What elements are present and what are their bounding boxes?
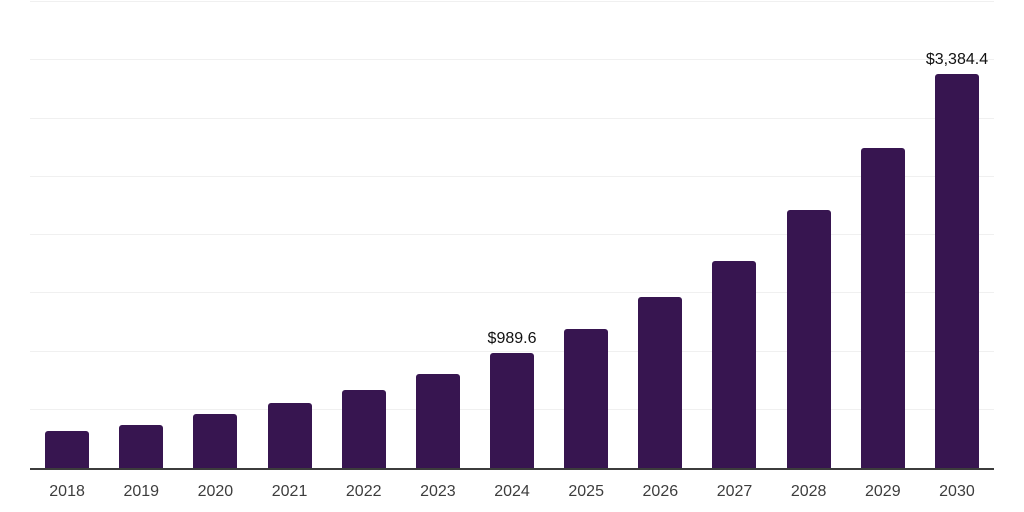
bar-2029 xyxy=(860,148,905,468)
bar-slot xyxy=(772,2,846,468)
bar-2028 xyxy=(786,210,831,468)
x-tick-label: 2024 xyxy=(494,483,530,500)
bar-2030 xyxy=(934,73,979,468)
x-tick-label: 2029 xyxy=(865,483,901,500)
bar-slot xyxy=(252,2,326,468)
bar-slot xyxy=(104,2,178,468)
gridline xyxy=(30,1,994,2)
gridline xyxy=(30,117,994,119)
bar-value-label: $3,384.4 xyxy=(925,50,989,68)
bar-2027 xyxy=(712,260,757,468)
bar-2020 xyxy=(193,414,238,468)
bar-2018 xyxy=(45,431,90,468)
bar-slot xyxy=(697,2,771,468)
bar-slot xyxy=(401,2,475,468)
bar-slot xyxy=(549,2,623,468)
gridline xyxy=(30,292,994,294)
x-tick-label: 2027 xyxy=(716,483,753,500)
x-tick-label: 2028 xyxy=(790,483,827,500)
bars-row: $989.6 $3,384.4 xyxy=(30,2,994,468)
bar-value-label: $989.6 xyxy=(487,329,537,347)
gridline xyxy=(30,350,994,352)
bar-2026 xyxy=(638,297,683,468)
bar-2024 xyxy=(490,352,535,468)
bar-slot xyxy=(30,2,104,468)
bar-2025 xyxy=(564,328,609,468)
gridline xyxy=(30,175,994,177)
gridline xyxy=(30,59,994,61)
x-axis: 2018 2019 2020 2021 2022 2023 2024 2025 2026 2027… xyxy=(30,483,994,501)
bar-slot: $989.6 xyxy=(475,2,549,468)
bar-2021 xyxy=(267,402,312,468)
gridline xyxy=(30,234,994,235)
bar-slot xyxy=(178,2,252,468)
bar-slot xyxy=(846,2,920,468)
x-tick-label: 2025 xyxy=(568,483,604,500)
x-tick-label: 2022 xyxy=(345,483,382,500)
x-tick-label: 2023 xyxy=(420,483,456,500)
x-tick-label: 2020 xyxy=(197,483,234,500)
bar-2019 xyxy=(119,425,164,468)
x-tick-label: 2030 xyxy=(939,483,975,500)
bar-2022 xyxy=(341,390,386,468)
bar-slot xyxy=(623,2,697,468)
x-tick-label: 2026 xyxy=(642,483,679,500)
bar-2023 xyxy=(415,374,460,468)
bar-slot: $3,384.4 xyxy=(920,2,994,468)
bar-slot xyxy=(327,2,401,468)
x-tick-label: 2019 xyxy=(123,483,160,500)
x-tick-label: 2018 xyxy=(49,483,85,500)
x-tick-label: 2021 xyxy=(271,483,308,500)
plot-area: $989.6 $3,384.4 xyxy=(30,1,994,470)
